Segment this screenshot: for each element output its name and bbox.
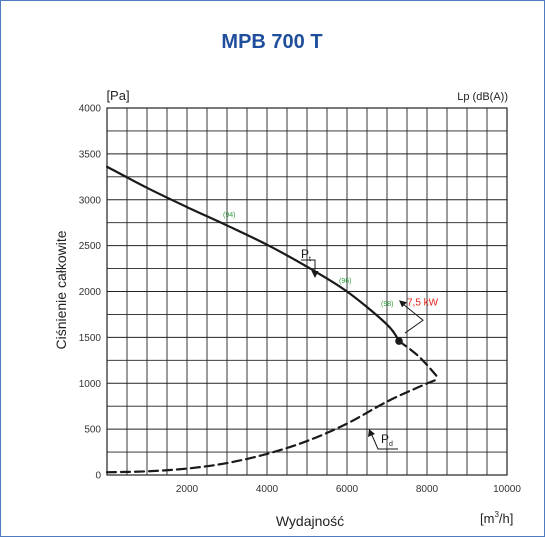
series-pd bbox=[105, 377, 441, 474]
pd-label: Pd bbox=[381, 432, 393, 448]
x-tick-label: 4000 bbox=[256, 484, 279, 495]
noise-level-label: (96) bbox=[339, 278, 351, 285]
pd-arrow-head bbox=[368, 429, 375, 437]
power-label: 7,5 kW bbox=[407, 297, 439, 308]
y-unit-label: [Pa] bbox=[106, 88, 129, 103]
noise-label: Lp (dB(A)) bbox=[457, 91, 508, 103]
x-tick-label: 2000 bbox=[176, 484, 199, 495]
x-unit-label: [m3/h] bbox=[480, 510, 513, 526]
operating-point bbox=[395, 337, 403, 345]
noise-level-label: (94) bbox=[223, 212, 235, 219]
y-tick-label: 1000 bbox=[79, 379, 102, 390]
y-tick-label: 2000 bbox=[79, 287, 102, 298]
y-tick-label: 3000 bbox=[79, 195, 102, 206]
grid bbox=[107, 108, 507, 475]
y-tick-label: 1500 bbox=[79, 333, 102, 344]
y-tick-label: 4000 bbox=[79, 104, 102, 115]
x-tick-label: 10000 bbox=[493, 484, 521, 495]
power-arrow-line bbox=[401, 302, 424, 334]
noise-level-label: (98) bbox=[381, 301, 393, 308]
plot-border bbox=[106, 107, 508, 476]
x-tick-label: 8000 bbox=[416, 484, 439, 495]
pt-leader-line bbox=[301, 259, 316, 273]
y-tick-label: 3500 bbox=[79, 149, 102, 160]
pt-arrow-head bbox=[311, 271, 319, 278]
pd-leader-line bbox=[370, 432, 398, 450]
x-tick-label: 6000 bbox=[336, 484, 359, 495]
x-axis-label: Wydajność bbox=[276, 513, 344, 529]
series-layer bbox=[105, 165, 441, 474]
series-pt bbox=[105, 165, 401, 343]
y-axis-label: Ciśnienie całkowite bbox=[53, 230, 69, 349]
y-tick-labels: 0 500 1000 1500 2000 2500 3000 3500 4000 bbox=[79, 104, 102, 482]
series-pt-extension bbox=[397, 339, 441, 380]
y-tick-label: 500 bbox=[84, 425, 101, 436]
x-tick-labels: 2000 4000 6000 8000 10000 bbox=[176, 484, 521, 495]
y-tick-label: 0 bbox=[95, 471, 101, 482]
chart-title: MPB 700 T bbox=[221, 31, 322, 53]
y-tick-label: 2500 bbox=[79, 241, 102, 252]
power-arrow-head bbox=[399, 300, 407, 308]
